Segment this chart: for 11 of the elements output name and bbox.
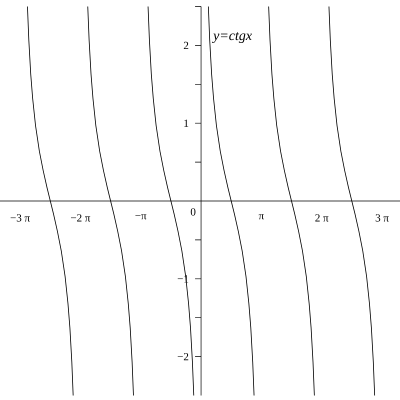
x-tick-label: 2 π (315, 214, 328, 222)
x-tick-label: π (258, 214, 264, 220)
x-tick-label: −2 π (70, 214, 90, 222)
y-tick-label: 2 (184, 42, 188, 50)
y-tick-label: −2 (178, 352, 188, 360)
x-tick-label: 3 π (376, 214, 389, 222)
annotation: 0 (190, 208, 196, 216)
annotation: y=ctgx (212, 32, 252, 44)
x-tick-label: −π (135, 214, 146, 220)
x-tick-label: −3 π (10, 214, 30, 222)
y-tick-label: 1 (184, 120, 188, 127)
